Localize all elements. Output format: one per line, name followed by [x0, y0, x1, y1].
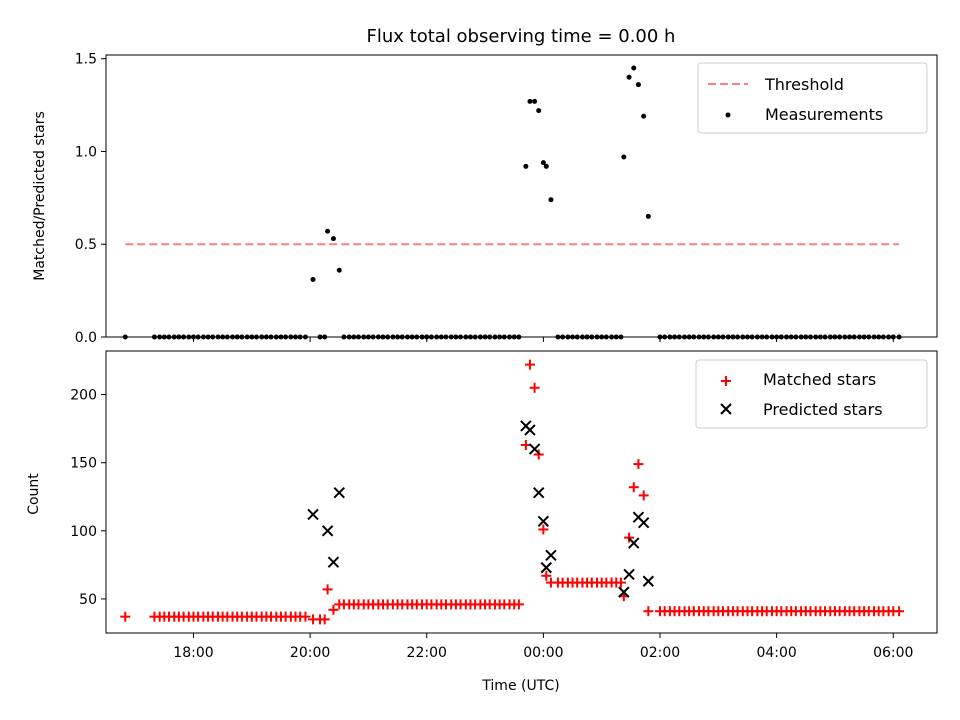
predicted-star-point	[623, 568, 635, 581]
measurement-point	[543, 163, 549, 169]
top-y-axis-label: Matched/Predicted stars	[32, 111, 48, 281]
bottom-x-tick-label: 00:00	[523, 645, 563, 661]
legend-predicted-swatch	[720, 403, 732, 415]
bottom-y-tick-label: 100	[70, 524, 97, 540]
bottom-x-tick-label: 02:00	[640, 645, 680, 661]
legend-matched-label: Matched stars	[763, 370, 876, 389]
matched-star-point	[538, 524, 549, 535]
measurement-point	[635, 82, 641, 88]
predicted-star-point	[307, 508, 319, 521]
measurement-point	[641, 113, 647, 119]
matched-star-point	[322, 584, 333, 595]
matched-star-point	[615, 577, 626, 588]
measurement-point	[527, 98, 533, 104]
top-y-tick-label: 1.0	[75, 144, 97, 160]
x-axis-label: Time (UTC)	[481, 678, 559, 694]
measurement-point	[631, 65, 637, 71]
matched-star-point	[624, 532, 635, 543]
matched-star-point	[319, 614, 330, 625]
matched-star-point	[513, 599, 524, 610]
predicted-star-point	[537, 515, 550, 527]
matched-star-point	[628, 482, 639, 493]
matched-star-point	[524, 359, 535, 370]
bottom-x-tick-label: 18:00	[173, 645, 213, 661]
predicted-star-point	[524, 424, 536, 436]
top-y-tick-label: 0.5	[75, 237, 97, 253]
measurement-point	[540, 160, 546, 166]
predicted-star-point	[333, 486, 345, 499]
legend-measurements-swatch	[725, 112, 731, 118]
measurement-point	[336, 267, 342, 273]
measurement-point	[330, 236, 336, 242]
legend-matched-swatch	[721, 376, 731, 386]
measurement-point	[621, 154, 627, 160]
measurement-point	[523, 163, 529, 169]
predicted-star-point	[545, 549, 557, 562]
predicted-star-point	[637, 516, 650, 529]
matched-star-point	[638, 490, 649, 501]
matched-star-point	[633, 459, 644, 470]
predicted-star-point	[532, 486, 545, 499]
legend-predicted-label: Predicted stars	[763, 400, 883, 419]
bottom-legend: Matched stars Predicted stars	[695, 359, 928, 429]
bottom-y-axis-label: Count	[26, 473, 42, 515]
bottom-y-tick-label: 50	[79, 592, 97, 608]
chart-title: Flux total observing time = 0.00 h	[367, 26, 676, 47]
measurement-point	[548, 197, 554, 203]
predicted-star-point	[321, 525, 334, 537]
bottom-axes: 50 100 150 200 18:00 20:00 22:00 00:00 02:00 04:0…	[70, 388, 913, 661]
top-plot-frame	[105, 54, 938, 338]
top-y-tick-label: 0.0	[75, 330, 97, 346]
top-y-tick-label: 1.5	[75, 52, 97, 68]
predicted-star-point	[540, 561, 552, 574]
matched-star-point	[120, 611, 131, 622]
predicted-star-point	[642, 575, 655, 587]
bottom-panel: 50 100 150 200 18:00 20:00 22:00 00:00 02:00 04:0…	[26, 350, 938, 694]
top-axes: 0.0 0.5 1.0 1.5	[75, 52, 894, 346]
predicted-star-point	[618, 586, 630, 598]
matched-star-point	[541, 570, 552, 581]
bottom-y-tick-label: 150	[70, 456, 97, 472]
measurement-point	[325, 228, 331, 234]
top-legend-box	[697, 62, 928, 134]
bottom-legend-box	[695, 359, 928, 429]
measurement-point	[645, 213, 651, 219]
matched-star-point	[894, 606, 905, 617]
bottom-x-tick-label: 04:00	[756, 645, 796, 661]
bottom-x-tick-label: 20:00	[290, 645, 330, 661]
bottom-plot-frame	[105, 350, 938, 634]
measurement-point	[310, 276, 316, 282]
bottom-x-tick-label: 06:00	[873, 645, 913, 661]
bottom-x-tick-label: 22:00	[407, 645, 447, 661]
legend-threshold-label: Threshold	[764, 75, 844, 94]
bottom-y-tick-label: 200	[70, 388, 97, 404]
predicted-star-point	[327, 556, 340, 568]
legend-measurements-label: Measurements	[765, 105, 883, 124]
bottom-marks	[120, 359, 905, 625]
measurement-point	[626, 74, 632, 80]
top-legend: Threshold Measurements	[697, 62, 928, 134]
measurement-point	[536, 108, 542, 114]
predicted-star-point	[528, 443, 541, 455]
matched-star-point	[529, 382, 540, 393]
matched-star-point	[328, 604, 339, 615]
matched-star-point	[643, 606, 654, 617]
measurement-point	[532, 98, 538, 104]
matched-star-point	[300, 611, 311, 622]
top-panel: Flux total observing time = 0.00 h 0.00.…	[32, 26, 938, 346]
predicted-star-point	[628, 537, 640, 549]
